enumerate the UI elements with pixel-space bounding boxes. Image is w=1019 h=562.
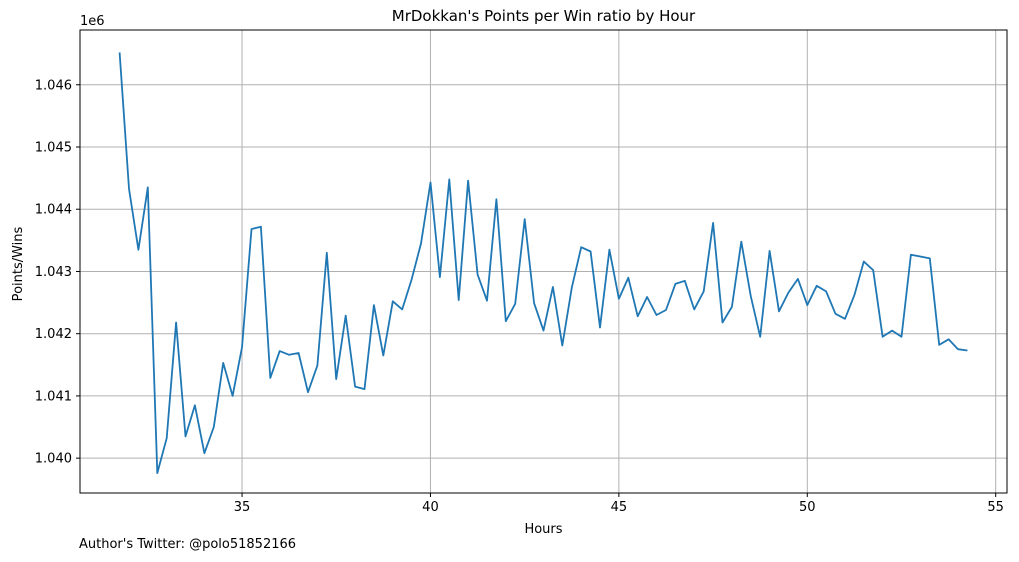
x-tick-label: 55: [987, 500, 1004, 515]
y-axis-offset-label: 1e6: [80, 14, 105, 29]
axis-ticks: 35 40 45 50 55 1.040 1.041 1.042 1.043 1.044 1.045…: [35, 78, 1004, 515]
series-line: [118, 52, 968, 475]
y-axis-title: Points/Wins: [11, 226, 26, 301]
y-tick-label: 1.042: [35, 327, 72, 342]
author-twitter-credit: Author's Twitter: @polo51852166: [79, 537, 297, 552]
x-tick-label: 45: [611, 500, 628, 515]
grid-lines: [80, 30, 1007, 493]
plot-frame: [79, 29, 1008, 494]
y-tick-label: 1.046: [35, 78, 72, 93]
y-tick-label: 1.040: [35, 452, 72, 467]
y-tick-label: 1.043: [35, 265, 72, 280]
x-tick-label: 35: [234, 500, 251, 515]
y-tick-label: 1.041: [35, 389, 72, 404]
x-axis-title: Hours: [524, 522, 562, 537]
x-tick-label: 40: [422, 500, 439, 515]
series-layer: [118, 52, 968, 475]
x-tick-label: 50: [799, 500, 816, 515]
y-tick-label: 1.044: [35, 203, 72, 218]
y-tick-label: 1.045: [35, 140, 72, 155]
chart-title: MrDokkan's Points per Win ratio by Hour: [392, 7, 696, 25]
